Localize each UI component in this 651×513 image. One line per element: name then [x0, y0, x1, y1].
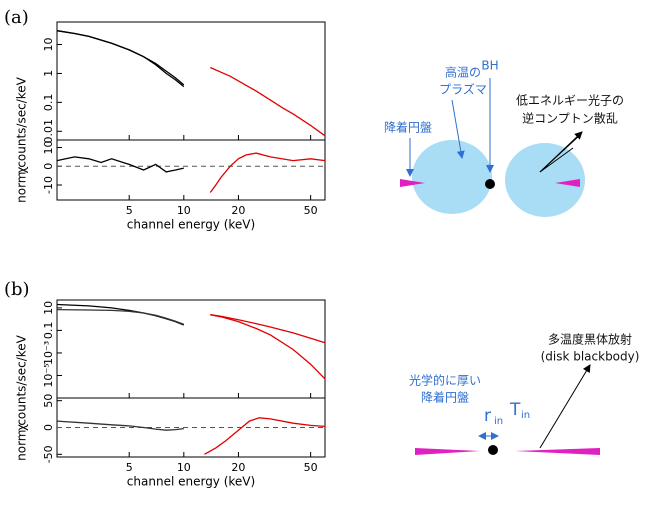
x-tick-label: 50	[304, 461, 318, 474]
spectrum-line	[210, 314, 326, 380]
y-tick-label: -10	[42, 176, 55, 194]
diagram-b: 光学的に厚い 降着円盤 r in T in 多温度黒体放射 (disk blac…	[409, 332, 640, 455]
panel-label: (b)	[4, 279, 30, 300]
y-tick-label: 0	[42, 424, 55, 431]
y-tick-label: 0.1	[42, 94, 55, 112]
label: in	[521, 410, 530, 421]
spectrum-line	[204, 417, 326, 455]
plot-frame	[56, 139, 326, 201]
label: プラズマ	[439, 82, 487, 97]
x-tick-label: 20	[231, 461, 245, 474]
spectrum-line	[210, 314, 326, 344]
label: 低エネルギー光子の	[516, 94, 624, 108]
label: 降着円盤	[421, 390, 469, 405]
spectrum-line	[56, 156, 184, 173]
plot-frame	[56, 299, 326, 399]
y-tick-label: 0	[42, 163, 55, 170]
spectrum-line	[56, 30, 185, 86]
label: 逆コンプトン散乱	[522, 111, 618, 126]
spectrum-line	[56, 30, 185, 88]
y-tick-label: -50	[42, 445, 55, 463]
x-tick-label: 20	[231, 204, 245, 217]
label: 光学的に厚い	[409, 373, 481, 388]
y-axis-label: χ	[15, 166, 29, 173]
y-tick-label: 10	[42, 38, 55, 52]
y-tick-label: 10	[42, 301, 55, 315]
disk	[515, 448, 600, 455]
y-tick-label: 10⁻³	[42, 341, 55, 365]
y-tick-label: 10⁻⁵	[42, 363, 55, 387]
x-tick-label: 50	[304, 204, 318, 217]
y-tick-label: 10	[42, 141, 55, 155]
x-axis-label: channel energy (keV)	[127, 218, 255, 232]
y-axis-label: χ	[15, 424, 29, 431]
y-tick-label: 0.1	[42, 322, 55, 340]
label: r	[484, 406, 491, 426]
label: T	[509, 400, 521, 420]
spectrum-line	[210, 66, 326, 137]
disk	[555, 179, 580, 187]
y-tick-label: 0.01	[42, 119, 55, 144]
plasma-cloud	[412, 140, 492, 214]
plot-frame	[56, 21, 326, 141]
panel-label: (a)	[4, 7, 29, 28]
diagram-a: 高温の プラズマ BH 降着円盤 低エネルギー光子の 逆コンプトン散乱	[384, 59, 624, 217]
x-tick-label: 10	[177, 461, 191, 474]
y-axis-label: norm counts/sec/keV	[15, 334, 29, 461]
spectrum-line	[56, 420, 184, 431]
label: 降着円盤	[384, 120, 432, 135]
label: in	[494, 416, 503, 427]
disk	[400, 179, 425, 187]
x-tick-label: 5	[126, 461, 133, 474]
y-tick-label: 50	[42, 394, 55, 408]
label: BH	[481, 59, 498, 73]
disk	[415, 448, 480, 455]
black-hole	[488, 445, 498, 455]
label: 多温度黒体放射	[548, 332, 632, 347]
label: 高温の	[445, 65, 481, 80]
y-axis-label: norm counts/sec/keV	[15, 76, 29, 203]
arrow	[451, 99, 465, 159]
y-tick-label: 1	[42, 70, 55, 77]
spectrum-line	[56, 303, 185, 326]
x-axis-label: channel energy (keV)	[127, 475, 255, 489]
spectrum-line	[56, 308, 185, 325]
spectrum-line	[209, 152, 326, 193]
black-hole	[485, 179, 495, 189]
arrow	[539, 364, 591, 449]
x-tick-label: 10	[177, 204, 191, 217]
plasma-cloud	[505, 143, 585, 217]
label: (disk blackbody)	[541, 350, 640, 364]
arrow	[539, 131, 583, 173]
x-tick-label: 5	[126, 204, 133, 217]
